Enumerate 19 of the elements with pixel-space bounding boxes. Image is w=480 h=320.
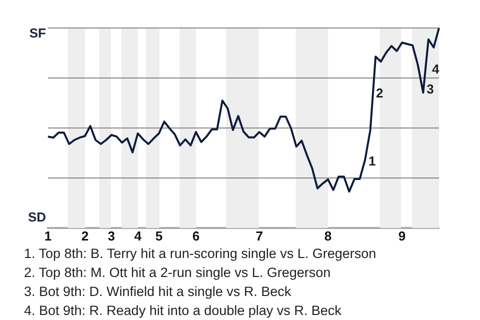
x-tick-label: 7 xyxy=(256,228,263,244)
text: 2. Top 8th: M. Ott hit a 2-run single vs L. Gregerson xyxy=(24,264,332,282)
x-tick-label: 1 xyxy=(44,228,52,244)
text: 4. Bot 9th: R. Ready hit into a double play vs R. Beck xyxy=(24,302,342,320)
annotation: 1 xyxy=(368,154,376,169)
text: 3. Bot 9th: D. Winfield hit a single vs R. Beck xyxy=(24,283,292,301)
x-tick-label: 5 xyxy=(155,228,163,244)
x-tick-label: 2 xyxy=(81,228,89,244)
x-tick-label: 6 xyxy=(192,228,200,244)
annotation: 4 xyxy=(432,62,440,77)
annotation: 2 xyxy=(376,86,384,101)
x-tick-label: 4 xyxy=(134,228,142,244)
x-tick-label: 3 xyxy=(108,228,116,244)
x-tick-label: 8 xyxy=(324,228,332,244)
x-tick-label: 9 xyxy=(398,228,406,244)
text: SF xyxy=(29,26,46,41)
text: 1. Top 8th: B. Terry hit a run-scoring single vs L. Gregerson xyxy=(24,245,378,263)
annotation: 3 xyxy=(426,82,434,97)
text: SD xyxy=(28,210,46,225)
